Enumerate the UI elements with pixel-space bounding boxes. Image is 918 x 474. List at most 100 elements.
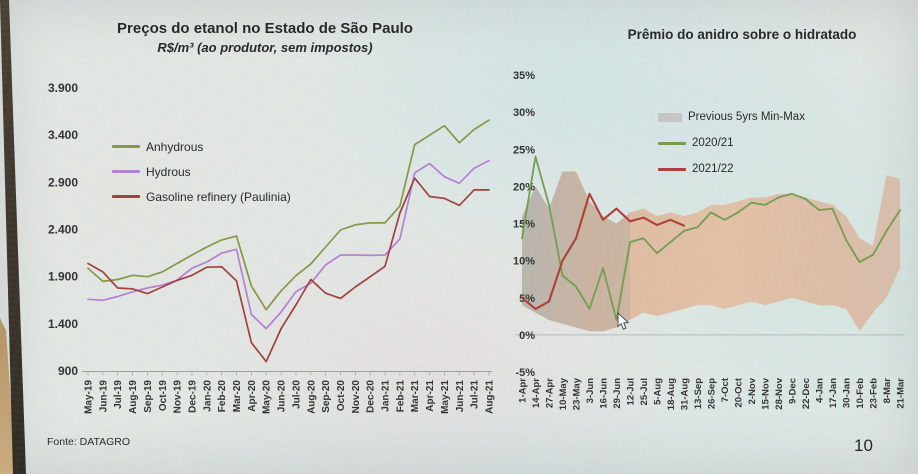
y-tick-label: 5% bbox=[519, 293, 535, 305]
x-tick-label: Aug-21 bbox=[485, 380, 496, 414]
x-tick-label: Dec-20 bbox=[366, 380, 377, 413]
x-tick-label: 13-Sep bbox=[693, 378, 704, 409]
x-tick-label: Jun-20 bbox=[277, 380, 288, 413]
x-tick-label: Jul-21 bbox=[470, 380, 481, 409]
page-number: 10 bbox=[854, 436, 873, 455]
season-2020-21-line-swatch bbox=[658, 141, 686, 145]
legend-item-2020-21: 2020/21 bbox=[658, 130, 805, 156]
minmax-band bbox=[522, 171, 900, 332]
legend-label: Anhydrous bbox=[146, 139, 204, 154]
legend-label: 2020/21 bbox=[692, 137, 734, 149]
y-tick-label: -5% bbox=[515, 367, 535, 379]
anhydrous-line-swatch bbox=[112, 145, 140, 148]
right-chart-legend: Previous 5yrs Min-Max 2020/21 2021/22 bbox=[658, 104, 805, 182]
source-note: Fonte: DATAGRO bbox=[47, 436, 131, 448]
x-tick-label: Apr-20 bbox=[247, 380, 258, 412]
x-tick-label: Jun-21 bbox=[455, 380, 466, 413]
x-tick-label: 22-Dec bbox=[801, 378, 812, 409]
x-tick-label: Jan-20 bbox=[202, 380, 213, 412]
x-tick-label: 10-Feb bbox=[855, 378, 866, 409]
minmax-band-gray-patch bbox=[522, 171, 630, 332]
gasoline-refinery-paulinia-line bbox=[87, 177, 490, 363]
x-tick-label: Sep-19 bbox=[143, 380, 154, 413]
x-tick-label: Nov-19 bbox=[173, 380, 184, 414]
x-tick-label: 10-May bbox=[558, 377, 569, 410]
y-tick-label: 1.400 bbox=[48, 317, 78, 331]
legend-item-minmax: Previous 5yrs Min-Max bbox=[658, 104, 805, 130]
x-tick-label: 2-Nov bbox=[747, 377, 758, 404]
y-tick-label: 25% bbox=[513, 144, 535, 156]
x-tick-label: Nov-20 bbox=[351, 380, 362, 414]
x-tick-label: 7-Oct bbox=[720, 377, 731, 402]
y-tick-label: 1.900 bbox=[48, 270, 78, 284]
anhydrous-line bbox=[87, 119, 490, 311]
y-tick-label: 10% bbox=[513, 256, 535, 268]
x-tick-label: 21-Mar bbox=[896, 378, 907, 409]
x-tick-label: Apr-21 bbox=[425, 380, 436, 412]
x-tick-label: Aug-19 bbox=[128, 380, 139, 414]
hydrous-line-swatch bbox=[112, 170, 140, 173]
x-tick-label: May-21 bbox=[440, 380, 451, 414]
season-2021-22-line-swatch bbox=[658, 167, 686, 171]
x-tick-label: 14-Apr bbox=[531, 378, 542, 408]
hydrous-line bbox=[87, 159, 490, 330]
left-chart-canvas: May-19 Jun-19 Jul-19 Aug-19 Sep-19 Oct-19 Nov-… bbox=[48, 81, 496, 414]
x-tick-label: Sep-20 bbox=[321, 380, 332, 413]
legend-label: Previous 5yrs Min-Max bbox=[688, 111, 805, 123]
x-tick-label: 27-Apr bbox=[545, 378, 556, 408]
x-tick-label: Jul-20 bbox=[291, 380, 302, 409]
minmax-band-swatch bbox=[658, 112, 682, 122]
x-tick-label: 30-Jan bbox=[842, 378, 853, 408]
x-tick-label: 25-Jul bbox=[639, 378, 650, 405]
y-tick-label: 35% bbox=[513, 70, 535, 82]
x-tick-label: 18-Aug bbox=[666, 378, 677, 410]
x-tick-label: Mar-21 bbox=[410, 380, 421, 413]
x-tick-label: 15-Nov bbox=[761, 377, 772, 409]
y-tick-label: 900 bbox=[58, 364, 78, 378]
legend-item-gasoline: Gasoline refinery (Paulinia) bbox=[112, 184, 291, 209]
x-tick-label: 20-Oct bbox=[734, 377, 745, 407]
y-tick-label: 0% bbox=[519, 330, 535, 342]
legend-label: Gasoline refinery (Paulinia) bbox=[146, 189, 291, 204]
x-tick-label: 16-Jun bbox=[599, 378, 610, 409]
2020-21-line bbox=[521, 155, 901, 321]
legend-label: Hydrous bbox=[146, 164, 191, 179]
x-tick-label: Aug-20 bbox=[306, 380, 317, 414]
x-tick-label: Mar-20 bbox=[232, 380, 243, 413]
x-tick-label: 12-Jul bbox=[626, 378, 637, 405]
x-tick-label: 29-Jun bbox=[612, 378, 623, 409]
left-chart-title: Preços do etanol no Estado de São Paulo bbox=[117, 20, 413, 37]
left-chart-subtitle: R$/m³ (ao produtor, sem impostos) bbox=[157, 40, 373, 55]
x-tick-label: Jun-19 bbox=[98, 380, 109, 413]
x-tick-label: Oct-19 bbox=[158, 380, 169, 412]
x-tick-label: Feb-20 bbox=[217, 380, 228, 413]
y-tick-label: 2.400 bbox=[48, 223, 78, 237]
mouse-cursor-icon bbox=[617, 311, 630, 330]
x-tick-label: 1-Apr bbox=[518, 378, 529, 403]
x-tick-label: 23-Feb bbox=[869, 378, 880, 409]
legend-item-hydrous: Hydrous bbox=[112, 159, 291, 184]
gasoline-line-swatch bbox=[112, 195, 140, 198]
y-tick-label: 2.900 bbox=[48, 175, 78, 189]
legend-item-2021-22: 2021/22 bbox=[658, 156, 805, 182]
x-tick-label: Dec-19 bbox=[187, 380, 198, 413]
y-tick-label: 3.400 bbox=[48, 128, 78, 142]
x-tick-label: 9-Dec bbox=[788, 378, 799, 404]
x-tick-label: 4-Jan bbox=[815, 378, 826, 403]
x-tick-label: 8-Mar bbox=[882, 378, 893, 404]
x-tick-label: 5-Aug bbox=[653, 378, 664, 405]
x-tick-label: 26-Sep bbox=[707, 378, 718, 409]
x-tick-label: 23-May bbox=[572, 377, 583, 410]
x-tick-label: May-19 bbox=[84, 380, 95, 414]
x-tick-label: Jan-21 bbox=[381, 380, 392, 412]
x-tick-label: Oct-20 bbox=[336, 380, 347, 412]
right-chart-title: Prêmio do anidro sobre o hidratado bbox=[627, 27, 857, 42]
x-tick-label: 17-Jan bbox=[828, 378, 839, 408]
y-tick-label: 3.900 bbox=[48, 81, 78, 95]
y-tick-label: 30% bbox=[513, 107, 535, 119]
left-chart-legend: Anhydrous Hydrous Gasoline refinery (Pau… bbox=[112, 134, 291, 209]
2021-22-line bbox=[520, 192, 686, 310]
x-tick-label: 3-Jun bbox=[585, 378, 596, 404]
legend-item-anhydrous: Anhydrous bbox=[112, 134, 291, 159]
